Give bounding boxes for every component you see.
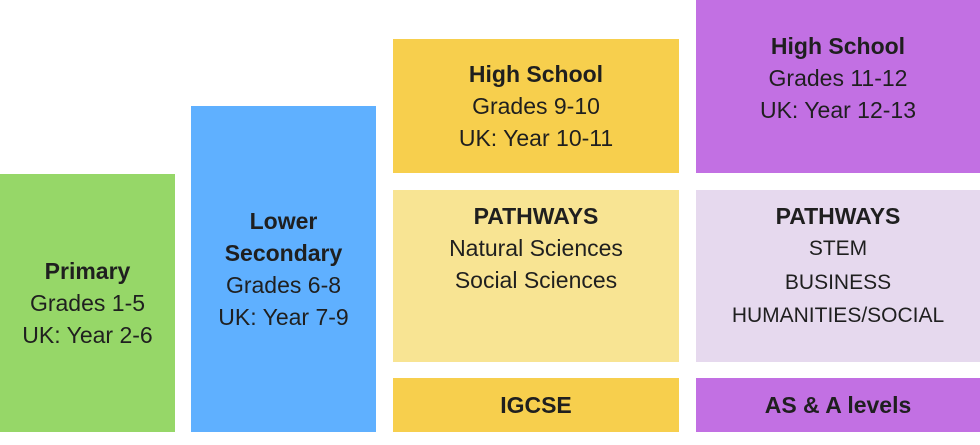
pathway-item: Social Sciences xyxy=(454,267,618,294)
high-school-11-12-block: High School Grades 11-12 UK: Year 12-13 xyxy=(696,0,980,173)
a-levels-label: AS & A levels xyxy=(764,391,912,418)
high-school-9-10-grades: Grades 9-10 xyxy=(472,92,600,119)
lower-secondary-block: Lower Secondary Grades 6-8 UK: Year 7-9 xyxy=(191,106,376,432)
high-school-9-10-title: High School xyxy=(468,60,604,87)
pathways-igcse-title: PATHWAYS xyxy=(473,203,599,229)
lower-secondary-title-line1: Lower xyxy=(249,207,318,234)
primary-block: Primary Grades 1-5 UK: Year 2-6 xyxy=(0,174,175,432)
high-school-9-10-block: High School Grades 9-10 UK: Year 10-11 xyxy=(393,39,679,173)
high-school-11-12-uk-years: UK: Year 12-13 xyxy=(759,97,916,124)
lower-secondary-grades: Grades 6-8 xyxy=(225,272,342,298)
pathway-item: Natural Sciences xyxy=(449,235,623,262)
lower-secondary-title-line2: Secondary xyxy=(224,239,343,266)
pathway-item: HUMANITIES/SOCIAL xyxy=(731,304,945,328)
primary-grades: Grades 1-5 xyxy=(29,289,146,316)
pathways-alevels-title: PATHWAYS xyxy=(775,203,901,229)
high-school-9-10-uk-years: UK: Year 10-11 xyxy=(458,125,614,152)
primary-title: Primary xyxy=(44,257,131,284)
pathway-item: STEM xyxy=(808,237,868,261)
pathways-alevels-block: PATHWAYS STEM BUSINESS HUMANITIES/SOCIAL xyxy=(696,190,980,362)
igcse-label: IGCSE xyxy=(500,391,572,418)
lower-secondary-uk-years: UK: Year 7-9 xyxy=(218,304,349,331)
high-school-11-12-title: High School xyxy=(770,33,906,59)
pathways-igcse-block: PATHWAYS Natural Sciences Social Science… xyxy=(393,190,679,362)
high-school-11-12-grades: Grades 11-12 xyxy=(768,65,908,92)
igcse-block: IGCSE xyxy=(393,378,679,432)
primary-uk-years: UK: Year 2-6 xyxy=(22,322,153,349)
pathway-item: BUSINESS xyxy=(784,270,892,294)
a-levels-block: AS & A levels xyxy=(696,378,980,432)
